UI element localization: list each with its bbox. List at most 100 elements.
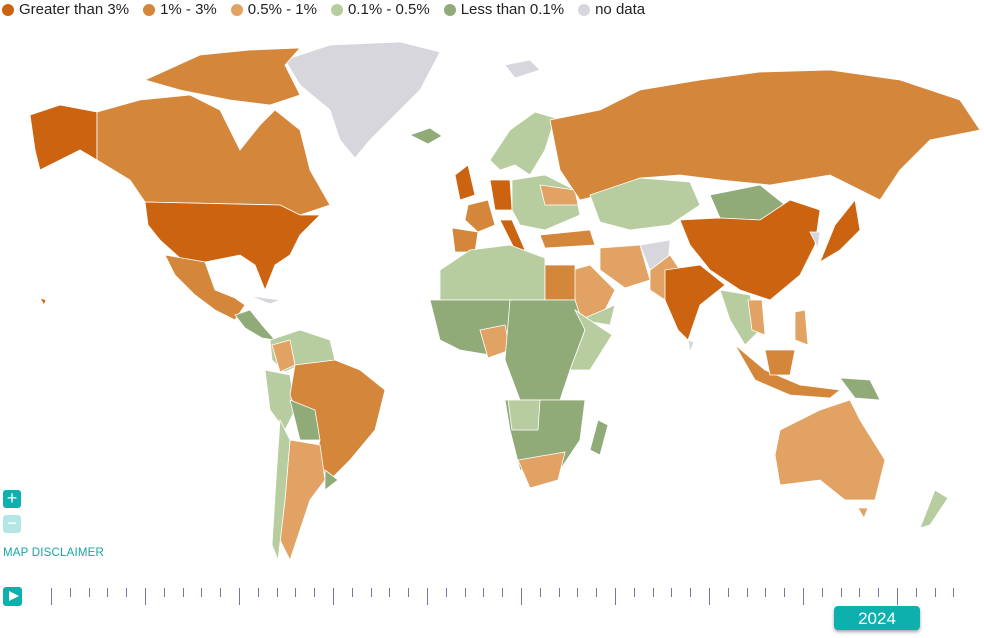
timeline-tick [502,588,504,597]
region-mexico[interactable] [164,254,246,321]
timeline-tick [483,588,485,597]
timeline-tick [182,588,184,597]
region-japan[interactable] [819,199,861,263]
region-uk[interactable] [454,164,476,201]
world-map[interactable] [0,22,984,582]
timeline-tick [897,588,898,605]
legend-label: 0.1% - 0.5% [347,1,430,18]
region-bolivia[interactable] [289,399,321,441]
legend-swatch [2,3,14,16]
legend-label: Less than 0.1% [460,1,565,18]
region-italy[interactable] [499,219,526,251]
region-svalbard[interactable] [504,59,541,79]
timeline-tick [126,588,128,597]
timeline-tick [163,588,165,597]
region-iberia[interactable] [451,227,479,253]
timeline-tick [69,588,71,597]
legend-label: no data [595,1,646,18]
timeline-tick [220,588,222,597]
region-australia[interactable] [774,399,886,501]
region-scandinavia[interactable] [489,111,556,176]
legend-item[interactable]: Less than 0.1% [443,1,565,18]
region-sri-lanka[interactable] [687,339,695,354]
region-central-africa[interactable] [504,299,586,401]
legend-label: 1% - 3% [160,1,217,18]
region-ukraine[interactable] [539,184,579,206]
legend-item[interactable]: Greater than 3% [2,1,129,18]
region-india[interactable] [664,264,726,341]
timeline-tick [445,588,447,597]
region-canada[interactable] [96,94,331,216]
legend-item[interactable]: no data [578,1,645,18]
legend-item[interactable]: 1% - 3% [143,1,217,18]
timeline-tick [464,588,466,597]
region-north-africa[interactable] [439,244,546,301]
timeline-tick [370,588,372,597]
region-germany[interactable] [489,179,513,211]
region-egypt[interactable] [544,264,576,301]
region-png[interactable] [839,377,881,401]
legend-label: 0.5% - 1% [247,1,317,18]
timeline-tick [878,588,880,597]
legend-swatch [330,3,343,16]
zoom-out-button[interactable]: − [3,514,21,533]
region-france[interactable] [464,199,496,233]
timeline-tick [408,588,410,597]
timeline-year-handle[interactable]: 2024 [834,606,920,630]
timeline-tick [539,588,541,597]
zoom-in-button[interactable]: + [3,489,21,508]
region-canada-arctic[interactable] [143,47,301,106]
timeline-tick [615,588,616,605]
region-alaska[interactable] [29,104,98,171]
region-peru[interactable] [264,369,296,431]
region-horn[interactable] [569,308,613,371]
region-greenland[interactable] [284,41,441,159]
timeline-tick [821,588,823,597]
region-usa[interactable] [144,201,321,292]
region-central-america[interactable] [234,309,277,341]
region-south-africa[interactable] [517,451,566,489]
region-borneo[interactable] [764,349,796,376]
region-vietnam[interactable] [747,299,766,336]
region-kazakhstan[interactable] [589,177,701,231]
timeline-tick [746,588,748,597]
region-madagascar[interactable] [589,419,609,456]
region-angola[interactable] [507,399,541,431]
timeline-tick [257,588,259,597]
timeline-tick [107,588,109,597]
region-tasmania[interactable] [857,507,869,519]
timeline-tick [333,588,334,605]
timeline-tick [953,588,955,597]
region-turkey[interactable] [539,229,596,249]
legend-item[interactable]: 0.5% - 1% [230,1,317,18]
timeline-tick [915,588,917,597]
timeline-tick [652,588,654,597]
timeline-tick [239,588,240,605]
timeline-slider[interactable] [0,588,984,608]
timeline-tick [295,588,297,597]
legend-swatch [230,3,243,16]
map-disclaimer-link[interactable]: MAP DISCLAIMER [3,547,104,559]
timeline-tick [51,588,52,605]
region-iran[interactable] [599,244,651,289]
timeline-tick [427,588,428,605]
timeline-tick [765,588,767,597]
timeline-tick [201,588,203,597]
region-cuba[interactable] [249,295,282,305]
timeline-tick [351,588,353,597]
region-philippines[interactable] [794,309,809,346]
legend-item[interactable]: 0.1% - 0.5% [330,1,430,18]
region-chile[interactable] [271,418,291,561]
region-new-zealand[interactable] [919,489,949,529]
region-china[interactable] [679,199,821,301]
region-iceland[interactable] [408,127,443,145]
timeline-tick [389,588,391,597]
play-button[interactable] [3,587,22,606]
region-korea[interactable] [809,231,821,250]
region-russia[interactable] [549,69,981,201]
region-hawaii[interactable] [39,297,47,306]
timeline-tick [727,588,729,597]
timeline-tick [521,588,522,605]
timeline-tick [633,588,635,597]
region-uruguay[interactable] [324,469,339,491]
